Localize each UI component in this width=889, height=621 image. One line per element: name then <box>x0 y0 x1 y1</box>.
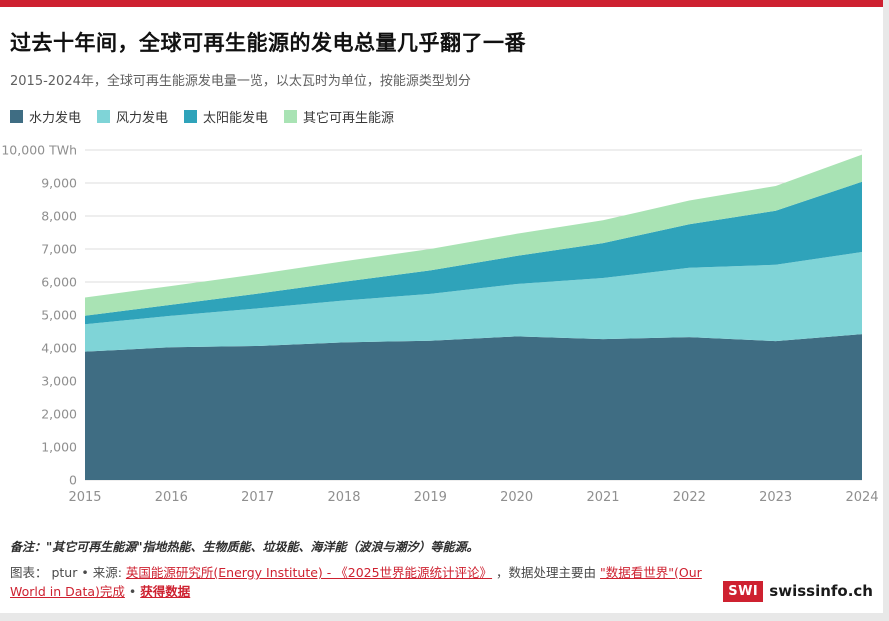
area-wind <box>85 252 862 352</box>
x-axis-label: 2018 <box>327 490 360 505</box>
x-axis-label: 2016 <box>155 490 188 505</box>
chart-subtitle: 2015-2024年，全球可再生能源发电量一览，以太瓦时为单位，按能源类型划分 <box>10 74 471 89</box>
legend-item-solar: 太阳能发电 <box>184 107 268 126</box>
legend: 水力发电 风力发电 太阳能发电 其它可再生能源 <box>10 107 873 126</box>
legend-item-wind: 风力发电 <box>97 107 168 126</box>
area-other <box>85 154 862 316</box>
x-axis-label: 2017 <box>241 490 274 505</box>
source-link-energy-institute[interactable]: 英国能源研究所(Energy Institute) - 《2025世界能源统计评… <box>125 565 493 580</box>
legend-label-solar: 太阳能发电 <box>203 111 269 126</box>
swi-logo-box: SWI <box>723 580 764 602</box>
y-axis-label: 4,000 <box>41 341 77 356</box>
footnote: 备注："其它可再生能源"指地热能、生物质能、垃圾能、海洋能（波浪与潮汐）等能源。 <box>10 540 479 554</box>
source-link-owid[interactable]: "数据看世界"(Our World in Data)完成 <box>10 565 702 600</box>
legend-item-other: 其它可再生能源 <box>284 107 394 126</box>
x-axis-label: 2022 <box>673 490 706 505</box>
area-solar <box>85 181 862 325</box>
credit-line: 图表： ptur • 来源: 英国能源研究所(Energy Institute)… <box>10 563 723 602</box>
brand-top-bar <box>0 0 883 7</box>
legend-label-hydro: 水力发电 <box>29 111 82 126</box>
x-axis-label: 2021 <box>586 490 619 505</box>
legend-label-other: 其它可再生能源 <box>303 111 395 126</box>
get-data-link[interactable]: 获得数据 <box>140 584 191 600</box>
y-axis-label: 6,000 <box>41 275 77 290</box>
y-axis-label: 9,000 <box>41 176 77 191</box>
credit-separator: • <box>128 584 141 600</box>
x-axis-label: 2020 <box>500 490 533 505</box>
y-axis-label: 0 <box>69 473 77 488</box>
legend-swatch-other <box>284 110 298 123</box>
swissinfo-logo[interactable]: SWI swissinfo.ch <box>723 580 873 602</box>
credit-middle: ，数据处理主要由 <box>496 565 597 580</box>
y-axis-label: 2,000 <box>41 407 77 422</box>
legend-swatch-hydro <box>10 110 23 123</box>
legend-item-hydro: 水力发电 <box>10 107 81 126</box>
chart-canvas: 0 1,000 2,000 3,000 4,000 5,000 6,000 7,000 8,00… <box>1 143 878 506</box>
x-axis-label: 2024 <box>845 490 878 505</box>
legend-swatch-wind <box>97 110 111 123</box>
x-axis-label: 2015 <box>68 490 101 505</box>
y-axis-label: 1,000 <box>41 440 77 455</box>
y-axis-label: 7,000 <box>41 242 77 257</box>
swissinfo-wordmark: swissinfo.ch <box>769 582 873 601</box>
x-axis-label: 2023 <box>759 490 792 505</box>
footer: 图表： ptur • 来源: 英国能源研究所(Energy Institute)… <box>10 563 873 602</box>
y-axis-label: 8,000 <box>41 209 77 224</box>
legend-label-wind: 风力发电 <box>116 111 169 126</box>
y-axis-label: 10,000 TWh <box>1 143 77 158</box>
stacked-area-chart: 0 1,000 2,000 3,000 4,000 5,000 6,000 7,000 8,00… <box>0 138 883 510</box>
chart-title: 过去十年间，全球可再生能源的发电总量几乎翻了一番 <box>10 31 526 55</box>
y-axis-label: 3,000 <box>41 374 77 389</box>
credit-prefix: 图表： ptur • 来源: <box>10 565 126 580</box>
area-hydro <box>85 334 862 480</box>
x-axis-label: 2019 <box>414 490 447 505</box>
y-axis-label: 5,000 <box>41 308 77 323</box>
legend-swatch-solar <box>184 110 198 123</box>
